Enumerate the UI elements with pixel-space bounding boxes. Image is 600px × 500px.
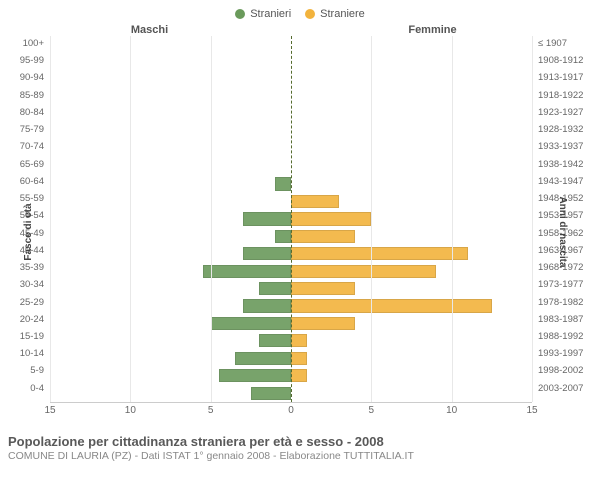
bar-female xyxy=(291,369,307,382)
column-headers: Maschi Femmine xyxy=(8,24,592,36)
pyramid-chart: Fasce di età Anni di nascita 100+ 95-99 90… xyxy=(8,36,592,428)
birth-label: 1943-1947 xyxy=(538,176,592,187)
chart-subtitle: COMUNE DI LAURIA (PZ) - Dati ISTAT 1° ge… xyxy=(8,450,592,462)
bar-female xyxy=(291,352,307,365)
bar-male xyxy=(235,352,291,365)
birth-label: 1908-1912 xyxy=(538,55,592,66)
age-label: 70-74 xyxy=(8,141,44,152)
x-tick-label: 5 xyxy=(208,405,214,416)
age-label: 60-64 xyxy=(8,176,44,187)
bar-male xyxy=(275,177,291,190)
bar-male xyxy=(203,265,291,278)
age-label: 35-39 xyxy=(8,262,44,273)
bar-female xyxy=(291,195,339,208)
bar-female xyxy=(291,334,307,347)
bar-male xyxy=(275,230,291,243)
plot-area: 15105051015 xyxy=(50,36,532,428)
bar-female xyxy=(291,282,355,295)
bar-female xyxy=(291,317,355,330)
bar-male xyxy=(251,387,291,400)
age-label: 5-9 xyxy=(8,365,44,376)
age-label: 75-79 xyxy=(8,124,44,135)
age-label: 90-94 xyxy=(8,72,44,83)
birth-label: 1973-1977 xyxy=(538,279,592,290)
y-right-title: Anni di nascita xyxy=(557,196,568,267)
x-tick-label: 10 xyxy=(446,405,457,416)
age-label: 100+ xyxy=(8,38,44,49)
age-label: 95-99 xyxy=(8,55,44,66)
birth-label: 1978-1982 xyxy=(538,297,592,308)
birth-label: 1933-1937 xyxy=(538,141,592,152)
birth-label: ≤ 1907 xyxy=(538,38,592,49)
chart-title: Popolazione per cittadinanza straniera p… xyxy=(8,434,592,449)
grid-line xyxy=(452,36,453,402)
age-label: 10-14 xyxy=(8,348,44,359)
bar-male xyxy=(243,247,291,260)
bar-female xyxy=(291,212,371,225)
birth-label: 1913-1917 xyxy=(538,72,592,83)
legend-female-label: Straniere xyxy=(320,8,365,20)
bar-male xyxy=(259,334,291,347)
age-label: 20-24 xyxy=(8,314,44,325)
male-swatch xyxy=(235,9,245,19)
legend-female: Straniere xyxy=(305,8,365,20)
legend-male-label: Stranieri xyxy=(250,8,291,20)
y-left-title: Fasce di età xyxy=(23,203,34,260)
x-axis: 15105051015 xyxy=(50,402,532,428)
grid-line xyxy=(50,36,51,402)
legend: Stranieri Straniere xyxy=(8,8,592,20)
header-males: Maschi xyxy=(48,24,291,36)
birth-label: 1998-2002 xyxy=(538,365,592,376)
birth-label: 1993-1997 xyxy=(538,348,592,359)
x-tick-label: 10 xyxy=(125,405,136,416)
grid-line xyxy=(371,36,372,402)
bar-male xyxy=(243,299,291,312)
bar-female xyxy=(291,265,436,278)
female-swatch xyxy=(305,9,315,19)
age-label: 65-69 xyxy=(8,159,44,170)
bar-male xyxy=(259,282,291,295)
bar-female xyxy=(291,299,492,312)
x-tick-label: 15 xyxy=(526,405,537,416)
birth-label: 2003-2007 xyxy=(538,383,592,394)
bar-male xyxy=(243,212,291,225)
x-tick-label: 15 xyxy=(44,405,55,416)
birth-label: 1923-1927 xyxy=(538,107,592,118)
legend-male: Stranieri xyxy=(235,8,291,20)
grid-line xyxy=(211,36,212,402)
header-females: Femmine xyxy=(291,24,534,36)
birth-label: 1938-1942 xyxy=(538,159,592,170)
grid-line xyxy=(532,36,533,402)
center-line xyxy=(291,36,292,402)
birth-label: 1918-1922 xyxy=(538,90,592,101)
birth-label: 1983-1987 xyxy=(538,314,592,325)
age-label: 80-84 xyxy=(8,107,44,118)
bar-female xyxy=(291,230,355,243)
age-label: 85-89 xyxy=(8,90,44,101)
birth-label: 1988-1992 xyxy=(538,331,592,342)
grid-line xyxy=(130,36,131,402)
age-label: 30-34 xyxy=(8,279,44,290)
x-tick-label: 0 xyxy=(288,405,294,416)
bar-male xyxy=(219,369,291,382)
age-label: 15-19 xyxy=(8,331,44,342)
age-label: 25-29 xyxy=(8,297,44,308)
x-tick-label: 5 xyxy=(369,405,375,416)
birth-label: 1928-1932 xyxy=(538,124,592,135)
bar-female xyxy=(291,247,468,260)
bar-male xyxy=(211,317,291,330)
age-label: 0-4 xyxy=(8,383,44,394)
